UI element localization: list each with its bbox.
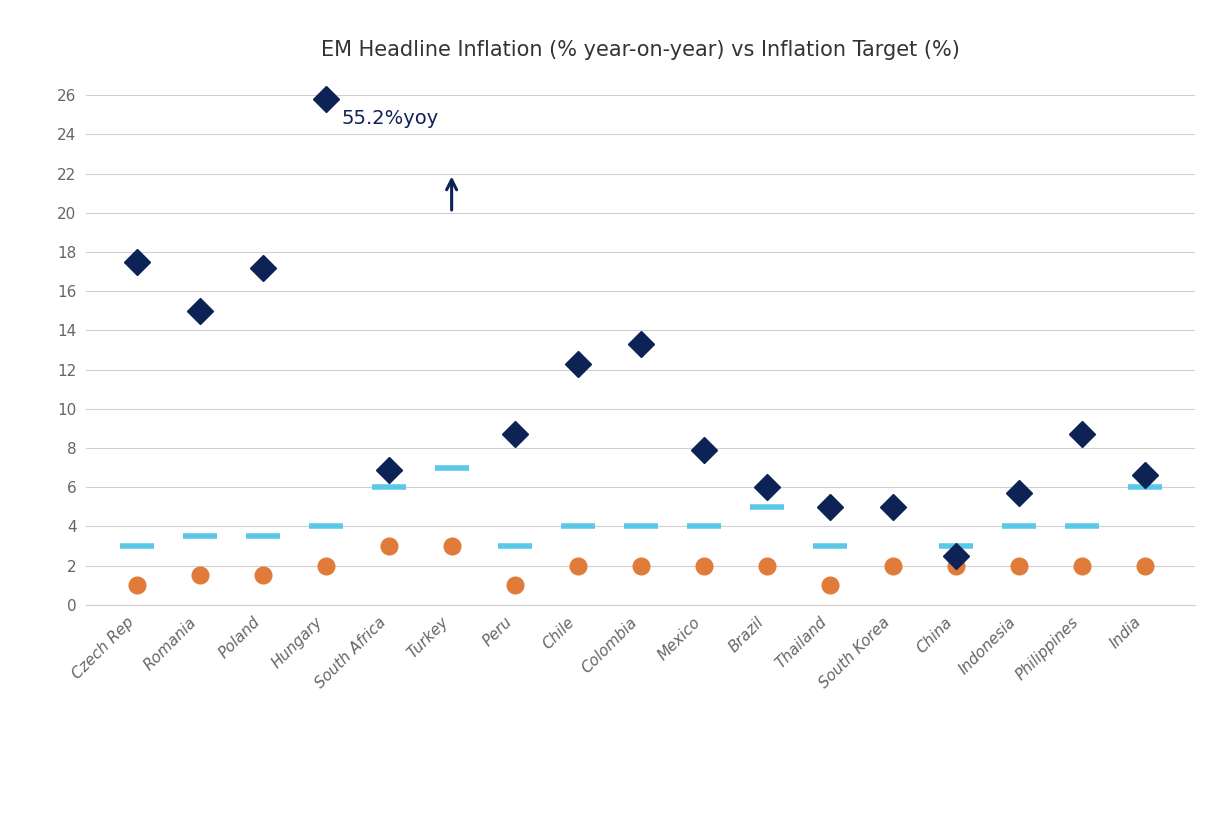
Text: 55.2%yoy: 55.2%yoy	[341, 109, 439, 129]
Title: EM Headline Inflation (% year-on-year) vs Inflation Target (%): EM Headline Inflation (% year-on-year) v…	[322, 40, 960, 60]
